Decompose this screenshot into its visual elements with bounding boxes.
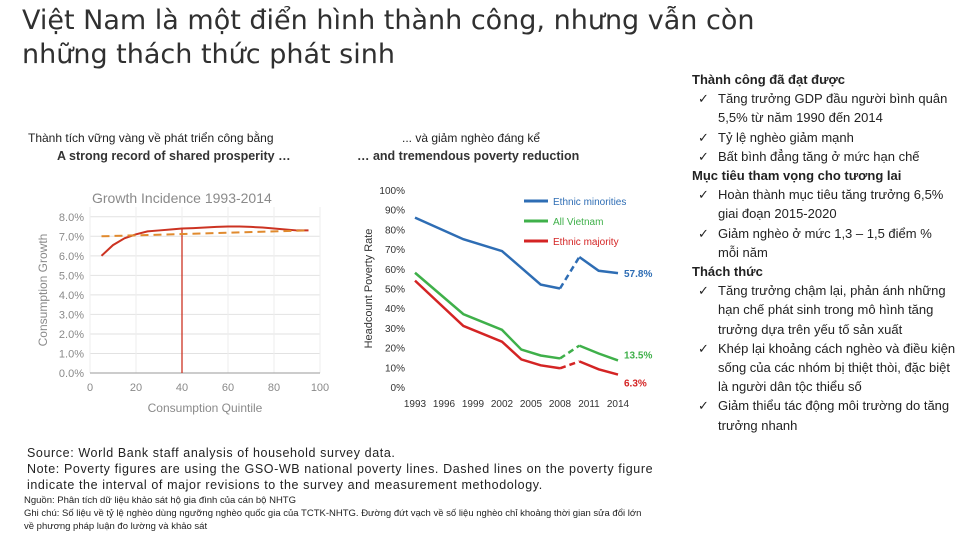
x-tick-label: 1999: [462, 399, 485, 410]
summary-item-text: Hoàn thành mục tiêu tăng trưởng 6,5% gia…: [718, 187, 944, 222]
x-axis-label: Consumption Quintile: [148, 401, 263, 415]
y-tick-label: 7.0%: [59, 231, 84, 243]
y-tick-label: 30%: [385, 324, 405, 335]
notes-vn-note: Ghi chú: Số liệu về tỷ lệ nghèo dùng ngư…: [24, 508, 642, 532]
summary-item-text: Tăng trưởng chậm lại, phản ánh những hạn…: [718, 283, 946, 337]
summary-item: ✓ Tăng trưởng GDP đầu người bình quân 5,5…: [692, 89, 956, 127]
right-caption-en: … and tremendous poverty reduction: [357, 149, 580, 163]
source-line: Source: World Bank staff analysis of hou…: [27, 446, 396, 460]
series-line: [578, 360, 619, 376]
check-icon: ✓: [698, 187, 709, 203]
legend-label: Ethnic minorities: [553, 197, 626, 208]
x-tick-label: 80: [268, 382, 280, 394]
check-icon: ✓: [698, 129, 709, 145]
y-tick-label: 0%: [391, 383, 406, 394]
y-tick-label: 100%: [379, 186, 405, 197]
right-caption-vn: ... và giảm nghèo đáng kể: [402, 131, 541, 145]
series-line: [414, 271, 561, 360]
summary-item-text: Khép lại khoảng cách nghèo và điều kiện …: [718, 340, 956, 395]
summary-item-text: Giảm thiểu tác động môi trường do tăng t…: [718, 398, 950, 433]
y-tick-label: 10%: [385, 363, 405, 374]
check-icon: ✓: [698, 225, 709, 241]
y-tick-label: 4.0%: [59, 290, 84, 302]
notes-vn-source: Nguồn: Phân tích dữ liệu khảo sát hộ gia…: [24, 495, 296, 506]
source-note: Source: World Bank staff analysis of hou…: [27, 445, 667, 493]
left-caption-vn: Thành tích vững vàng về phát triển công …: [28, 131, 274, 145]
y-tick-label: 1.0%: [59, 348, 84, 360]
y-tick-label: 60%: [385, 265, 405, 276]
check-icon: ✓: [698, 148, 709, 164]
x-tick-label: 60: [222, 382, 234, 394]
y-tick-label: 40%: [385, 304, 405, 315]
y-tick-label: 70%: [385, 245, 405, 256]
x-tick-label: 20: [130, 382, 142, 394]
summary-item: ✓ Giảm thiểu tác động môi trường do tăng …: [692, 396, 956, 434]
y-axis-label: Consumption Growth: [36, 234, 50, 347]
left-caption-en: A strong record of shared prosperity …: [57, 149, 291, 163]
y-axis-label: Headcount Poverty Rate: [363, 229, 375, 349]
series-revision-dashed: [559, 344, 581, 360]
y-tick-label: 3.0%: [59, 309, 84, 321]
y-tick-label: 2.0%: [59, 329, 84, 341]
y-tick-label: 20%: [385, 344, 405, 355]
summary-item-text: Bất bình đẳng tăng ở mức hạn chế: [718, 148, 920, 164]
summary-item-text: Tăng trưởng GDP đầu người bình quân 5,5%…: [718, 91, 948, 126]
slide-title: Việt Nam là một điển hình thành công, nh…: [22, 5, 755, 70]
check-icon: ✓: [698, 91, 709, 107]
y-tick-label: 8.0%: [59, 212, 84, 224]
series-end-label: 13.5%: [624, 350, 652, 361]
note-line: Note: Poverty figures are using the GSO-…: [27, 462, 654, 492]
x-tick-label: 2008: [549, 399, 572, 410]
summary-item: ✓ Tăng trưởng chậm lại, phản ánh những hạ…: [692, 281, 956, 339]
series-revision-dashed: [559, 360, 580, 370]
summary-heading: Thành công đã đạt được: [692, 72, 845, 87]
y-tick-label: 6.0%: [59, 251, 84, 263]
summary-item: ✓ Giảm nghèo ở mức 1,3 – 1,5 điểm % mỗi n…: [692, 224, 956, 262]
summary-item: ✓ Hoàn thành mục tiêu tăng trưởng 6,5% gi…: [692, 185, 956, 223]
series-end-label: 6.3%: [624, 379, 647, 390]
growth-incidence-curve: [100, 225, 309, 257]
x-tick-label: 1993: [404, 399, 427, 410]
y-tick-label: 90%: [385, 206, 405, 217]
legend-label: Ethnic majority: [553, 237, 619, 248]
series-line: [578, 344, 619, 362]
series-line: [578, 255, 619, 275]
y-tick-label: 0.0%: [59, 368, 84, 380]
average-growth-line: [101, 229, 309, 238]
summary-item-text: Tỷ lệ nghèo giảm mạnh: [718, 129, 854, 145]
summary-heading: Mục tiêu tham vọng cho tương lai: [692, 168, 902, 184]
x-tick-label: 2011: [578, 399, 600, 410]
check-icon: ✓: [698, 340, 709, 356]
legend-label: All Vietnam: [553, 217, 603, 228]
x-tick-label: 100: [311, 382, 329, 394]
series-end-label: 57.8%: [624, 269, 652, 280]
y-tick-label: 50%: [385, 285, 405, 296]
summary-item: ✓ Bất bình đẳng tăng ở mức hạn chế: [692, 147, 956, 166]
summary-item-text: Giảm nghèo ở mức 1,3 – 1,5 điểm % mỗi nă…: [718, 225, 932, 260]
x-tick-label: 40: [176, 382, 188, 394]
check-icon: ✓: [698, 283, 709, 299]
x-tick-label: 1996: [433, 399, 456, 410]
summary-item: ✓ Khép lại khoảng cách nghèo và điều kiện…: [692, 339, 956, 397]
x-tick-label: 0: [87, 382, 93, 394]
series-revision-dashed: [558, 256, 581, 290]
growth-incidence-title: Growth Incidence 1993-2014: [92, 190, 272, 206]
x-tick-label: 2014: [607, 399, 630, 410]
summary-heading: Thách thức: [692, 264, 763, 280]
y-tick-label: 5.0%: [59, 270, 84, 282]
series-line: [414, 216, 561, 290]
check-icon: ✓: [698, 398, 709, 414]
summary-panel: Thành công đã đạt được ✓ Tăng trưởng GDP đ…: [692, 70, 956, 435]
x-tick-label: 2005: [520, 399, 543, 410]
y-tick-label: 80%: [385, 225, 405, 236]
x-tick-label: 2002: [491, 399, 514, 410]
notes-vn: Nguồn: Phân tích dữ liệu khảo sát hộ gia…: [24, 494, 644, 533]
series-line: [414, 279, 561, 370]
summary-item: ✓ Tỷ lệ nghèo giảm mạnh: [692, 128, 956, 147]
